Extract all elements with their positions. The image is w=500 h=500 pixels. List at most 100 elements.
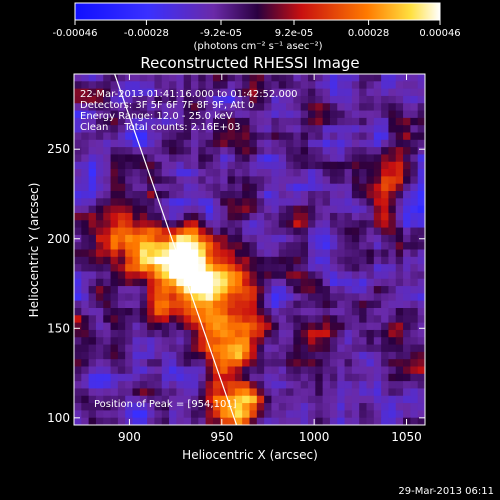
heatmap-pixel: [278, 234, 287, 243]
heatmap-pixel: [169, 373, 177, 382]
heatmap-pixel: [256, 249, 265, 258]
heatmap-pixel: [125, 278, 134, 287]
heatmap-pixel: [183, 176, 192, 185]
heatmap-pixel: [286, 125, 294, 134]
heatmap-pixel: [264, 125, 273, 134]
heatmap-pixel: [139, 95, 148, 104]
heatmap-pixel: [183, 315, 192, 324]
heatmap-pixel: [271, 117, 280, 126]
heatmap-pixel: [220, 169, 229, 177]
heatmap-pixel: [366, 264, 375, 273]
heatmap-pixel: [88, 212, 97, 221]
heatmap-pixel: [410, 220, 419, 229]
heatmap-pixel: [388, 308, 397, 316]
heatmap-pixel: [381, 271, 390, 280]
heatmap-pixel: [329, 161, 338, 170]
heatmap-pixel: [388, 139, 397, 148]
heatmap-pixel: [220, 242, 229, 251]
heatmap-pixel: [103, 388, 112, 397]
heatmap-pixel: [110, 359, 119, 368]
heatmap-pixel: [103, 139, 112, 148]
heatmap-pixel: [95, 191, 104, 199]
heatmap-pixel: [88, 286, 97, 294]
heatmap-pixel: [344, 337, 353, 346]
heatmap-pixel: [329, 381, 338, 390]
heatmap-pixel: [88, 110, 97, 119]
heatmap-pixel: [242, 139, 251, 148]
heatmap-pixel: [242, 403, 251, 411]
heatmap-pixel: [242, 278, 251, 287]
heatmap-pixel: [88, 227, 97, 236]
heatmap-pixel: [147, 139, 156, 148]
heatmap-pixel: [278, 388, 287, 397]
heatmap-pixel: [147, 322, 156, 331]
heatmap-pixel: [366, 117, 375, 126]
heatmap-pixel: [147, 373, 156, 382]
heatmap-pixel: [227, 315, 236, 324]
heatmap-pixel: [198, 169, 207, 177]
heatmap-pixel: [337, 227, 346, 236]
heatmap-pixel: [147, 220, 156, 229]
heatmap-pixel: [278, 183, 287, 192]
heatmap-pixel: [198, 132, 207, 141]
heatmap-pixel: [388, 220, 397, 229]
heatmap-pixel: [132, 351, 141, 360]
heatmap-pixel: [147, 417, 156, 425]
heatmap-pixel: [271, 410, 280, 419]
heatmap-pixel: [198, 410, 207, 419]
heatmap-pixel: [249, 278, 258, 287]
heatmap-pixel: [410, 74, 419, 82]
heatmap-pixel: [308, 154, 316, 163]
heatmap-pixel: [344, 117, 353, 126]
heatmap-pixel: [329, 271, 338, 280]
heatmap-pixel: [271, 395, 280, 404]
heatmap-pixel: [256, 337, 265, 346]
heatmap-pixel: [103, 183, 112, 192]
heatmap-pixel: [74, 373, 82, 382]
heatmap-pixel: [147, 205, 156, 214]
heatmap-pixel: [286, 403, 294, 411]
heatmap-pixel: [147, 366, 156, 375]
heatmap-pixel: [351, 212, 360, 221]
heatmap-pixel: [176, 125, 185, 134]
heatmap-pixel: [227, 95, 236, 104]
heatmap-pixel: [329, 366, 338, 375]
heatmap-pixel: [403, 154, 411, 163]
heatmap-pixel: [242, 161, 251, 170]
heatmap-pixel: [293, 366, 302, 375]
heatmap-pixel: [381, 300, 390, 309]
heatmap-pixel: [81, 88, 90, 97]
heatmap-pixel: [351, 366, 360, 375]
heatmap-pixel: [264, 198, 273, 207]
heatmap-pixel: [249, 417, 258, 425]
heatmap-pixel: [388, 81, 397, 90]
heatmap-pixel: [329, 176, 338, 185]
heatmap-pixel: [373, 227, 382, 236]
heatmap-pixel: [351, 388, 360, 397]
heatmap-pixel: [125, 183, 134, 192]
heatmap-pixel: [329, 403, 338, 411]
heatmap-pixel: [344, 212, 353, 221]
heatmap-pixel: [74, 198, 82, 207]
heatmap-pixel: [410, 249, 419, 258]
heatmap-pixel: [271, 256, 280, 265]
heatmap-pixel: [373, 322, 382, 331]
heatmap-pixel: [329, 183, 338, 192]
heatmap-pixel: [198, 95, 207, 104]
heatmap-pixel: [191, 234, 199, 243]
heatmap-pixel: [300, 381, 309, 390]
heatmap-pixel: [329, 315, 338, 324]
heatmap-pixel: [88, 161, 97, 170]
heatmap-pixel: [293, 359, 302, 368]
heatmap-pixel: [256, 242, 265, 251]
heatmap-pixel: [205, 234, 214, 243]
heatmap-pixel: [315, 417, 324, 425]
heatmap-pixel: [191, 256, 199, 265]
heatmap-pixel: [110, 154, 119, 163]
heatmap-pixel: [169, 103, 177, 112]
heatmap-pixel: [410, 403, 419, 411]
heatmap-pixel: [176, 410, 185, 419]
heatmap-pixel: [242, 242, 251, 251]
heatmap-pixel: [183, 300, 192, 309]
heatmap-pixel: [220, 132, 229, 141]
